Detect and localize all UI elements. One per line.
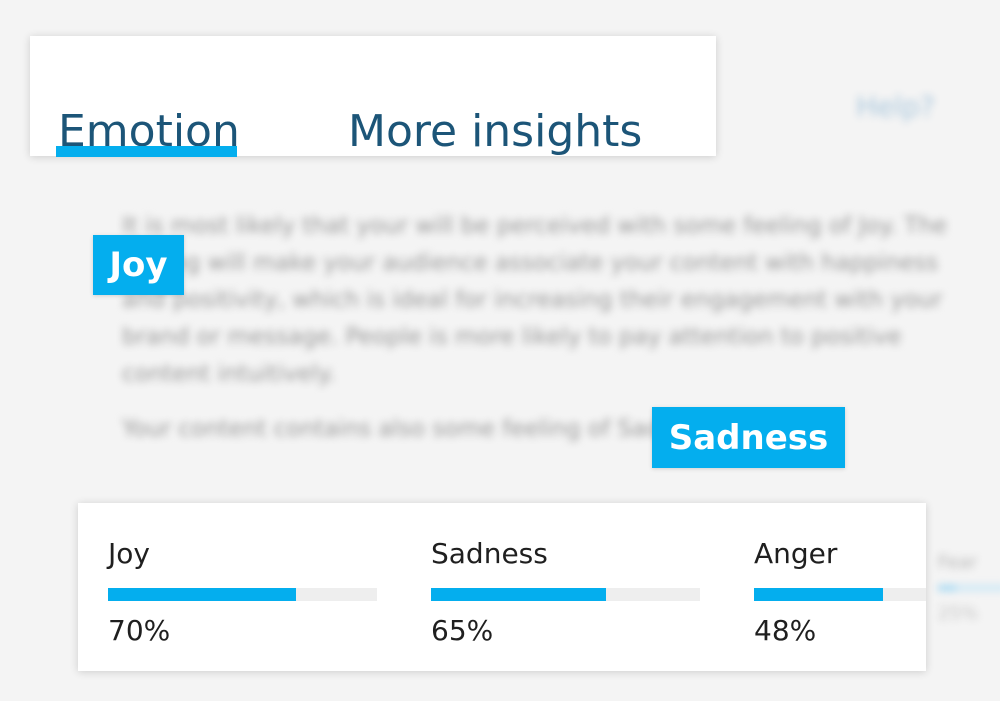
emotion-stats-card: Joy 70% Sadness 65% Anger 48% xyxy=(78,503,926,671)
emotion-name: Sadness xyxy=(431,537,548,570)
emotion-name: Joy xyxy=(108,537,150,570)
progress-track xyxy=(938,585,1000,591)
progress-fill xyxy=(431,588,606,601)
description-paragraph: It is most likely that your will be perc… xyxy=(122,213,948,387)
progress-track xyxy=(108,588,377,601)
progress-fill xyxy=(938,585,956,591)
highlight-tag-sadness: Sadness xyxy=(652,407,845,468)
emotion-name: Fear xyxy=(938,552,977,573)
highlight-tag-joy: Joy xyxy=(93,235,184,295)
emotion-percent: 70% xyxy=(108,614,171,647)
progress-track xyxy=(754,588,926,601)
progress-track xyxy=(431,588,700,601)
emotion-description: It is most likely that your will be perc… xyxy=(122,208,957,466)
progress-fill xyxy=(108,588,297,601)
emotion-percent: 65% xyxy=(431,614,494,647)
description-paragraph-secondary: Your content contains also some feeling … xyxy=(122,416,714,442)
emotion-stat-joy: Joy 70% xyxy=(108,533,377,651)
active-tab-indicator xyxy=(56,146,237,157)
emotion-name: Anger xyxy=(754,537,838,570)
progress-fill xyxy=(754,588,884,601)
emotion-stat-fear: Fear 25% xyxy=(938,552,1000,624)
tabs-bar: Emotion More insights xyxy=(30,36,716,157)
emotion-stat-sadness: Sadness 65% xyxy=(431,533,700,651)
emotion-percent: 48% xyxy=(754,614,817,647)
emotion-percent: 25% xyxy=(938,603,979,624)
help-link[interactable]: Help? xyxy=(856,90,935,123)
tab-more-insights[interactable]: More insights xyxy=(348,106,643,157)
emotion-stat-anger: Anger 48% xyxy=(754,533,926,651)
